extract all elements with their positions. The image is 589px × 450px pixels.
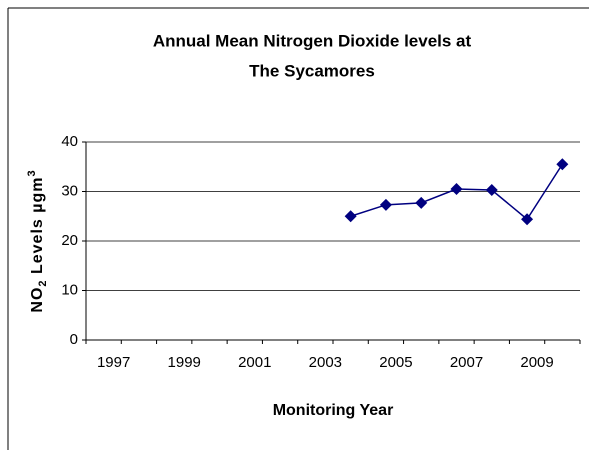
x-tick-label: 2001 [238, 354, 271, 371]
y-tick-label: 20 [61, 232, 78, 249]
point [344, 210, 357, 223]
point [521, 213, 534, 226]
point [379, 198, 392, 211]
point [556, 158, 569, 171]
chart-title: The Sycamores [249, 61, 375, 80]
x-tick-label: 1999 [168, 354, 201, 371]
x-tick-label: 2007 [450, 354, 483, 371]
y-tick-label: 10 [61, 281, 78, 298]
point [450, 183, 463, 196]
x-tick-label: 2003 [309, 354, 342, 371]
point [415, 196, 428, 209]
y-tick-label: 30 [61, 182, 78, 199]
chart-title: Annual Mean Nitrogen Dioxide levels at [153, 31, 472, 50]
x-tick-label: 2009 [520, 354, 553, 371]
y-tick-label: 40 [61, 133, 78, 150]
x-tick-label: 1997 [97, 354, 130, 371]
x-tick-label: 2005 [379, 354, 412, 371]
point [485, 184, 498, 197]
x-axis-label: Monitoring Year [273, 402, 394, 419]
y-axis-label: NO2 Levels µgm3 [26, 169, 49, 312]
y-tick-label: 0 [70, 331, 78, 348]
